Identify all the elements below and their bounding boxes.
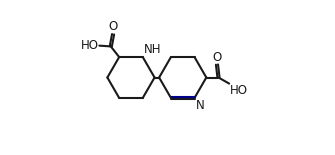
Text: HO: HO: [81, 39, 98, 52]
Text: NH: NH: [144, 42, 161, 55]
Text: N: N: [196, 99, 204, 112]
Text: O: O: [109, 20, 118, 33]
Text: HO: HO: [230, 84, 248, 97]
Text: O: O: [212, 51, 221, 64]
